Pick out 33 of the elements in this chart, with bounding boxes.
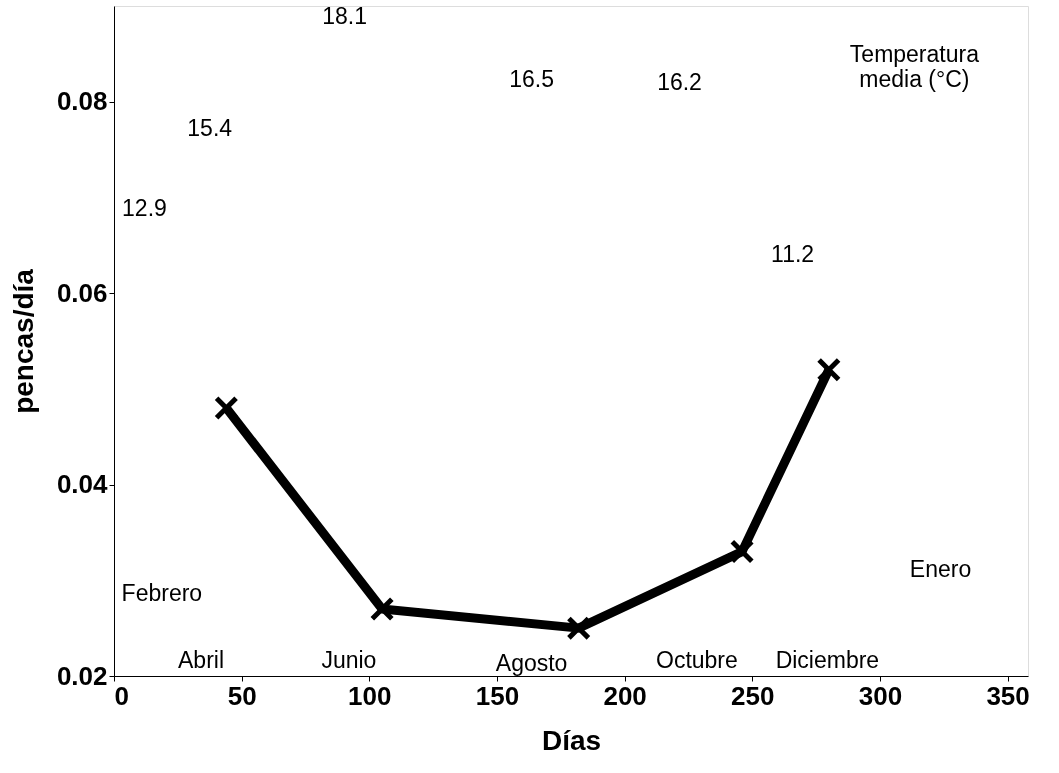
point	[369, 596, 395, 622]
y-tick-label: 0.04	[56, 469, 109, 500]
annotation: 16.5	[509, 65, 554, 92]
x-tick-label: 250	[731, 680, 775, 711]
y-tick-label: 0.06	[56, 277, 108, 308]
annotation: 11.2	[771, 240, 815, 267]
x-tick-label: 300	[858, 680, 903, 711]
annotation: 12.9	[122, 195, 167, 221]
annotation: Junio	[321, 646, 377, 673]
point	[816, 357, 842, 382]
y-axis-title: pencas/día	[7, 268, 39, 414]
annotation: Abril	[177, 646, 225, 673]
annotation: Temperatura media (°C)	[849, 41, 980, 92]
x-tick-label: 200	[603, 680, 647, 711]
annotation: 18.1	[322, 2, 367, 29]
annotation: Diciembre	[775, 646, 880, 673]
x-tick-label: 350	[986, 680, 1030, 711]
point	[214, 395, 239, 421]
x-tick-label: 150	[475, 680, 520, 711]
annotation: Octubre	[655, 646, 738, 673]
point	[566, 615, 591, 641]
x-tick-label: 0	[114, 680, 129, 711]
y-tick-label: 0.08	[56, 86, 108, 117]
annotation: Febrero	[121, 580, 203, 606]
annotation: 15.4	[187, 114, 233, 141]
x-axis-title: Días	[541, 724, 602, 756]
point	[729, 539, 755, 564]
annotation: 16.2	[657, 69, 702, 95]
annotation: Agosto	[495, 650, 568, 676]
annotation: Enero	[909, 555, 972, 582]
y-tick-label: 0.02	[56, 660, 108, 691]
x-tick-label: 100	[348, 680, 392, 711]
x-tick-label: 50	[227, 680, 257, 711]
